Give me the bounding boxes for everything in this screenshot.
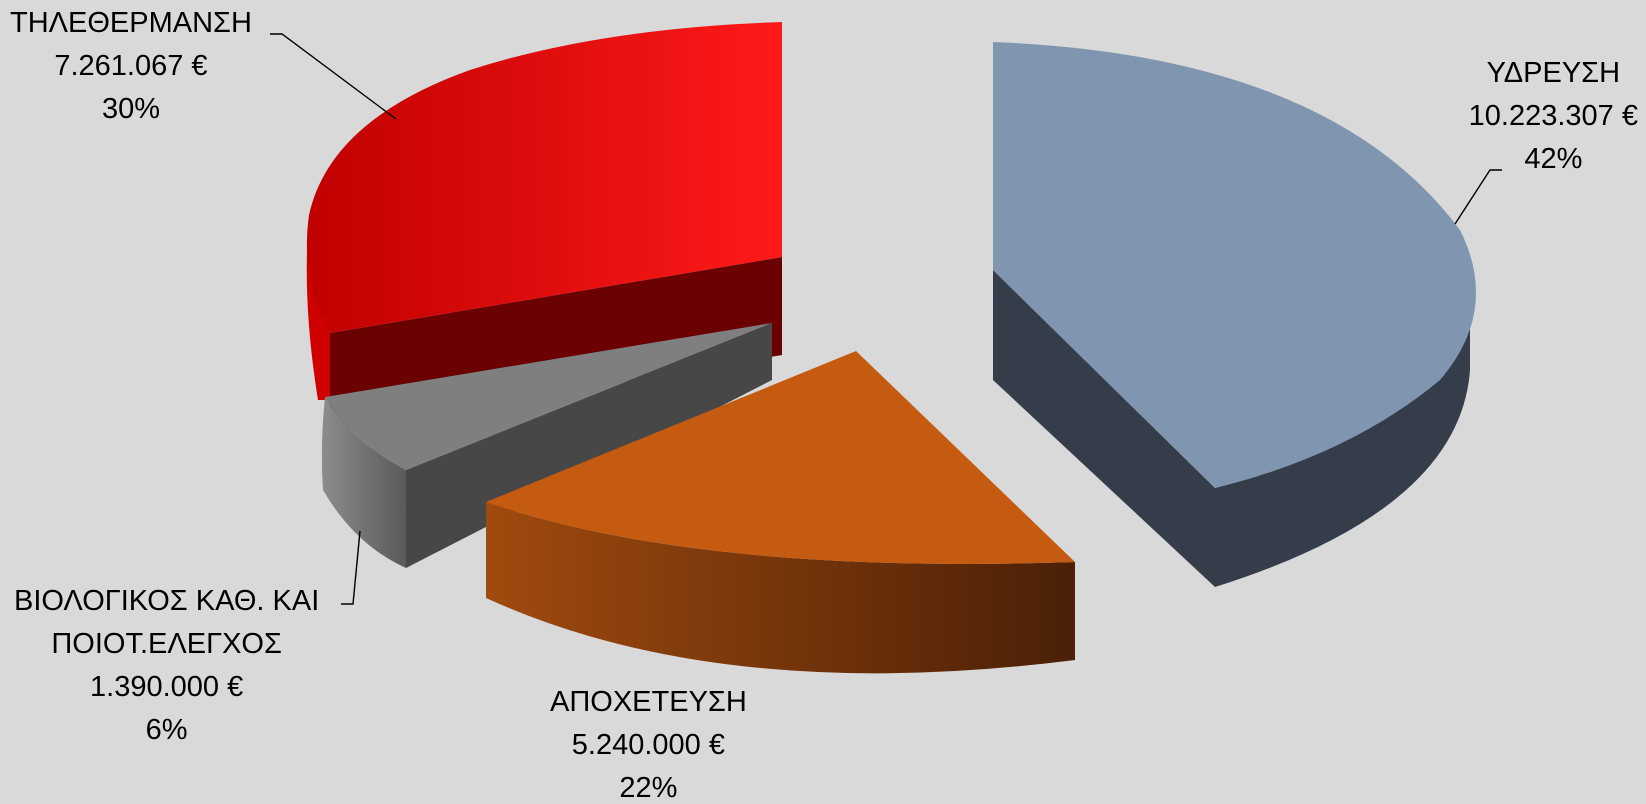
slice-percent: 22% bbox=[619, 772, 678, 804]
slice-outer-wall bbox=[321, 397, 406, 568]
slice-name: ΥΔΡΕΥΣΗ bbox=[1486, 57, 1621, 89]
slice-value: 5.240.000 € bbox=[571, 729, 725, 761]
slice-outer-wall bbox=[1215, 285, 1470, 587]
slice-value: 1.390.000 € bbox=[90, 671, 244, 703]
slice-label-biological-treatment: ΒΙΟΛΟΓΙΚΟΣ ΚΑΘ. ΚΑΙ ΠΟΙΟΤ.ΕΛΕΓΧΟΣ 1.390.… bbox=[14, 580, 319, 752]
leader-line-biological-treatment bbox=[341, 530, 361, 605]
slice-top-face bbox=[993, 42, 1476, 488]
slice-percent: 30% bbox=[101, 93, 160, 125]
slice-outer-wall bbox=[486, 502, 1075, 674]
slice-name: ΑΠΟΧΕΤΕΥΣΗ bbox=[550, 686, 747, 718]
slice-value: 7.261.067 € bbox=[54, 50, 208, 82]
slice-top-face bbox=[486, 351, 1075, 564]
slice-name: ΤΗΛΕΘΕΡΜΑΝΣΗ bbox=[10, 7, 252, 39]
slice-top-face bbox=[325, 323, 772, 470]
slice-label-sewerage: ΑΠΟΧΕΤΕΥΣΗ 5.240.000 € 22% bbox=[550, 681, 747, 804]
slice-name-line1: ΒΙΟΛΟΓΙΚΟΣ ΚΑΘ. ΚΑΙ bbox=[14, 585, 320, 617]
pie-slice-0 bbox=[993, 42, 1476, 587]
slice-percent: 42% bbox=[1524, 143, 1583, 175]
leader-line-district-heating bbox=[270, 33, 397, 120]
leader-line-water bbox=[1454, 169, 1502, 225]
slice-top-face bbox=[306, 22, 782, 333]
pie-slice-3 bbox=[486, 351, 1075, 674]
slice-percent: 6% bbox=[145, 714, 188, 746]
slice-label-water: ΥΔΡΕΥΣΗ 10.223.307 € 42% bbox=[1469, 52, 1638, 181]
slice-side-face bbox=[993, 270, 1215, 587]
slice-name-line2: ΠΟΙΟΤ.ΕΛΕΓΧΟΣ bbox=[51, 628, 282, 660]
slice-label-district-heating: ΤΗΛΕΘΕΡΜΑΝΣΗ 7.261.067 € 30% bbox=[10, 2, 252, 131]
slice-value: 10.223.307 € bbox=[1468, 100, 1638, 132]
